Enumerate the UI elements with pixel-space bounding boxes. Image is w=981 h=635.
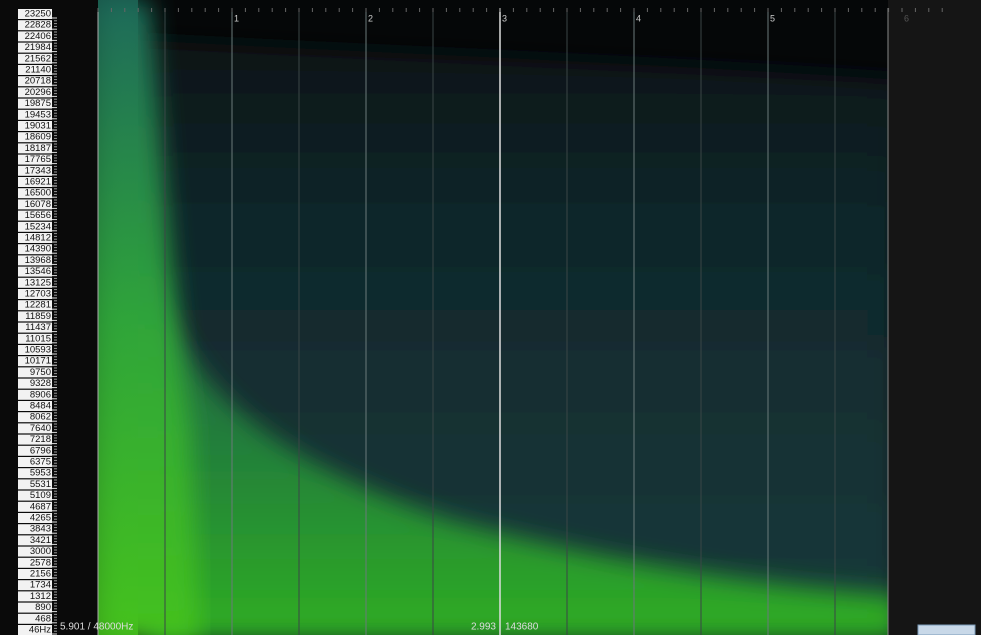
- time-label: 1: [234, 13, 239, 23]
- spectrogram: [98, 0, 900, 635]
- frequency-label: 46Hz: [29, 625, 51, 635]
- frequency-label: 4687: [30, 501, 51, 512]
- frequency-label: 8062: [30, 412, 51, 423]
- time-label: 2: [368, 13, 373, 23]
- time-label: 3: [502, 13, 507, 23]
- frequency-label: 21562: [25, 53, 51, 64]
- time-label: 6: [904, 13, 909, 23]
- frequency-label: 17765: [25, 154, 51, 165]
- frequency-label: 1312: [30, 591, 51, 602]
- position-readout: 5.901 / 48000Hz: [60, 622, 133, 633]
- frequency-label: 11015: [25, 333, 51, 344]
- frequency-label: 20718: [25, 76, 51, 87]
- time-label: 4: [636, 13, 641, 23]
- frequency-label: 3843: [30, 524, 51, 535]
- frequency-label: 890: [35, 602, 51, 613]
- frequency-label: 6375: [30, 457, 51, 468]
- time-label: 5: [770, 13, 775, 23]
- cursor-sample: 143680: [505, 622, 539, 633]
- frequency-label: 5109: [30, 490, 51, 501]
- frequency-label: 13968: [25, 255, 51, 266]
- frequency-label: 19453: [25, 109, 51, 120]
- frequency-label: 3000: [30, 546, 51, 557]
- frequency-label: 15234: [25, 221, 51, 232]
- frequency-label: 21140: [25, 65, 51, 76]
- frequency-label: 22406: [25, 31, 51, 42]
- frequency-label: 12281: [25, 300, 51, 311]
- frequency-label: 11437: [25, 322, 51, 333]
- frequency-label: 17343: [25, 165, 51, 176]
- frequency-label: 15656: [25, 210, 51, 221]
- frequency-label: 8906: [30, 389, 51, 400]
- frequency-label: 16078: [25, 199, 51, 210]
- frequency-label: 14812: [25, 233, 51, 244]
- frequency-label: 3421: [30, 535, 51, 546]
- frequency-label: 4265: [30, 513, 51, 524]
- frequency-label: 9328: [30, 378, 51, 389]
- scroll-thumb[interactable]: [918, 625, 975, 635]
- frequency-label: 11859: [25, 311, 51, 322]
- frequency-label: 18187: [25, 143, 51, 154]
- frequency-label: 1734: [30, 580, 51, 591]
- frequency-label: 23250: [25, 9, 51, 20]
- frequency-label: 20296: [25, 87, 51, 98]
- frequency-label: 21984: [25, 42, 51, 53]
- spectrogram-window: 2325022828224062198421562211402071820296…: [0, 0, 981, 635]
- frequency-label: 14390: [25, 244, 51, 255]
- frequency-label: 2156: [30, 569, 51, 580]
- cursor-time: 2.993: [471, 622, 496, 633]
- frequency-label: 9750: [30, 367, 51, 378]
- frequency-label: 22828: [25, 20, 51, 31]
- frequency-label: 8484: [30, 401, 51, 412]
- frequency-label: 16921: [25, 177, 51, 188]
- frequency-label: 5531: [30, 479, 51, 490]
- frequency-label: 10593: [25, 345, 51, 356]
- frequency-label: 7218: [30, 434, 51, 445]
- frequency-label: 13125: [25, 277, 51, 288]
- frequency-label: 19031: [25, 121, 51, 132]
- frequency-label: 2578: [30, 557, 51, 568]
- frequency-label: 12703: [25, 289, 51, 300]
- frequency-label: 7640: [30, 423, 51, 434]
- frequency-label: 468: [35, 613, 51, 624]
- frequency-label: 5953: [30, 468, 51, 479]
- frequency-label: 10171: [25, 356, 51, 367]
- frequency-label: 13546: [25, 266, 51, 277]
- frequency-label: 19875: [25, 98, 51, 109]
- frequency-label: 6796: [30, 445, 51, 456]
- frequency-label: 18609: [25, 132, 51, 143]
- empty-region: [888, 0, 981, 635]
- frequency-label: 16500: [25, 188, 51, 199]
